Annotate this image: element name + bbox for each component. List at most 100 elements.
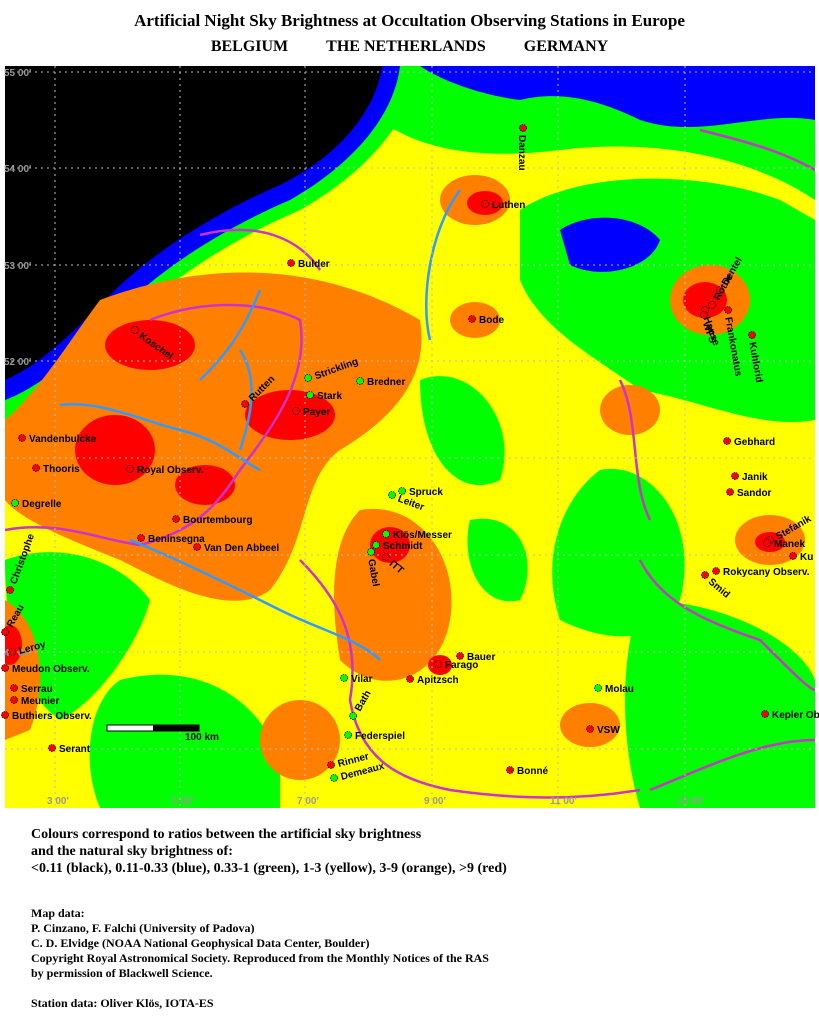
station-marker <box>6 586 14 594</box>
brightness-layer <box>5 66 815 808</box>
station-marker <box>372 541 380 549</box>
station-marker <box>406 675 414 683</box>
latitude-label: 49 00' <box>4 648 31 659</box>
station-marker <box>701 571 709 579</box>
credit-line: P. Cinzano, F. Falchi (University of Pad… <box>31 921 255 935</box>
station: Stark <box>306 391 342 402</box>
station: Meunier <box>10 696 59 707</box>
station-marker <box>716 286 724 294</box>
station-label: Bulder <box>298 259 330 270</box>
station-marker <box>287 259 295 267</box>
legend-line: Colours correspond to ratios between the… <box>31 827 422 842</box>
station: Bode <box>468 315 504 326</box>
station: Ku <box>789 552 813 563</box>
station: Farago <box>434 660 478 671</box>
country: THE NETHERLANDS <box>326 38 486 55</box>
station-label: Federspiel <box>355 731 405 742</box>
station: Thooris <box>32 464 80 475</box>
country: GERMANY <box>523 38 609 55</box>
station-marker <box>1 664 9 672</box>
station-marker <box>481 200 489 208</box>
station-label: Gabel <box>365 558 381 587</box>
station-marker <box>193 543 201 551</box>
station-marker <box>731 472 739 480</box>
station: Vandenbulcke <box>18 434 97 445</box>
station-label: Vandenbulcke <box>29 434 97 445</box>
station-marker <box>748 331 756 339</box>
longitude-label: 3 00' <box>47 796 69 807</box>
station-label: Van Den Abbeel <box>204 543 279 554</box>
station-marker <box>700 311 708 319</box>
station-label: Spruck <box>409 487 443 498</box>
station-marker <box>126 465 134 473</box>
station: Janik <box>731 472 768 483</box>
station-marker <box>8 648 16 656</box>
station-label: Bredner <box>367 377 405 388</box>
station: Bourtembourg <box>172 515 252 526</box>
station-label: VSW <box>597 725 620 736</box>
station-marker <box>726 488 734 496</box>
station-marker <box>10 696 18 704</box>
station-label: Gebhard <box>734 437 775 448</box>
station-marker <box>367 548 375 556</box>
station-label: Danzau <box>516 135 527 171</box>
station-label: Farago <box>445 660 478 671</box>
station-marker <box>712 567 720 575</box>
station-label: Vilar <box>351 674 373 685</box>
station: Rokycany Observ. <box>712 567 810 578</box>
longitude-label: 9 00' <box>424 796 446 807</box>
station-marker <box>306 391 314 399</box>
station-marker <box>48 744 56 752</box>
station-marker <box>241 400 249 408</box>
station-marker <box>344 731 352 739</box>
station-label: Klös/Messer <box>393 530 452 541</box>
station-label: Serant <box>59 744 91 755</box>
station-marker <box>11 499 19 507</box>
legend-line: and the natural sky brightness of: <box>31 844 233 859</box>
station-marker <box>789 552 797 560</box>
station: Buthiers Observ. <box>1 711 92 722</box>
station-label: Bode <box>479 315 504 326</box>
station-label: Sandor <box>737 488 772 499</box>
station-marker <box>506 766 514 774</box>
station-marker <box>304 374 312 382</box>
station: Schmidt <box>372 541 423 552</box>
country: BELGIUM <box>210 38 289 55</box>
latitude-label: 54 00' <box>4 164 31 175</box>
station: Bredner <box>356 377 405 388</box>
latitude-label: 52 00' <box>4 357 31 368</box>
station-label: Meunier <box>21 696 59 707</box>
credit-line: C. D. Elvidge (NOAA National Geophysical… <box>31 936 370 950</box>
station: Spruck <box>398 487 443 498</box>
scale-bar: 100 km <box>106 724 219 743</box>
station: Payer <box>292 407 330 418</box>
station-marker <box>382 530 390 538</box>
station-label: Buthiers Observ. <box>12 711 92 722</box>
title: Artificial Night Sky Brightness at Occul… <box>134 11 685 30</box>
station-label: Thooris <box>43 464 80 475</box>
station: Molau <box>594 684 634 695</box>
station-marker <box>434 660 442 668</box>
station: Manek <box>763 539 806 550</box>
station-label: Bauer <box>467 652 495 663</box>
latitude-label: 53 00' <box>4 261 31 272</box>
legend-line: <0.11 (black), 0.11-0.33 (blue), 0.33-1 … <box>31 861 507 876</box>
station-marker <box>708 301 716 309</box>
station-label: Apitzsch <box>417 675 459 686</box>
station-marker <box>327 761 335 769</box>
station-label: Degrelle <box>22 499 62 510</box>
station-marker <box>388 491 396 499</box>
station-label: Serrau <box>21 684 53 695</box>
station: Bauer <box>456 652 495 663</box>
station: Royal Observ. <box>126 465 204 476</box>
station: Meudon Observ. <box>1 664 90 675</box>
station-marker <box>292 407 300 415</box>
station: Beninsegna <box>137 534 205 545</box>
station-label: Stark <box>317 391 342 402</box>
station: Apitzsch <box>406 675 459 686</box>
station-marker <box>586 725 594 733</box>
station-label: Kepler Observ. <box>772 710 819 721</box>
station-marker <box>1 628 9 636</box>
station: Bonné <box>506 766 549 777</box>
